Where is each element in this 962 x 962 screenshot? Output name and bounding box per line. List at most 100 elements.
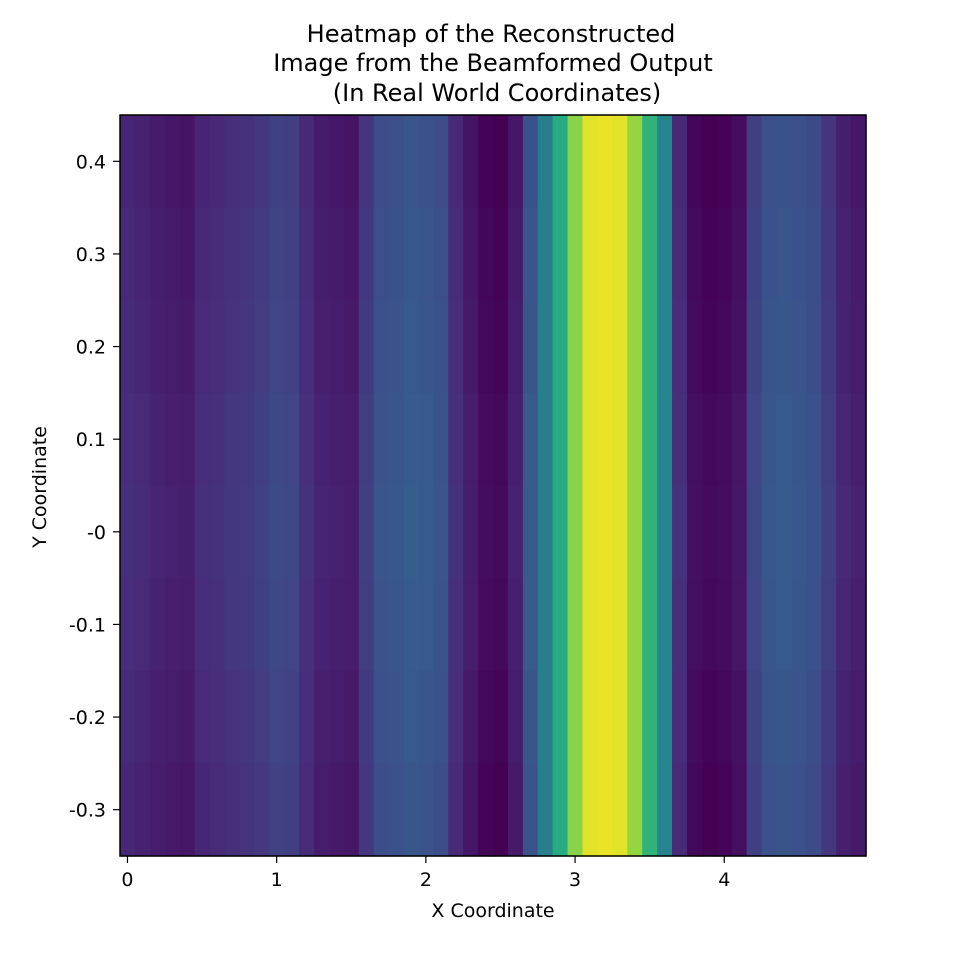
heatmap-cell — [731, 578, 748, 672]
heatmap-cell — [328, 207, 345, 301]
heatmap-cell — [791, 115, 807, 209]
heatmap-cell — [507, 763, 524, 857]
x-tick-label: 3 — [569, 869, 581, 891]
heatmap-cell — [791, 485, 807, 579]
heatmap-cell — [567, 115, 584, 209]
heatmap-cell — [343, 578, 360, 672]
heatmap-cell — [328, 115, 345, 209]
heatmap-cell — [836, 300, 852, 394]
heatmap-cell — [582, 300, 599, 394]
heatmap-cell — [507, 392, 524, 487]
heatmap-cell — [209, 392, 226, 487]
heatmap-cell — [701, 670, 718, 764]
heatmap-cell — [821, 763, 837, 857]
heatmap-cell — [761, 578, 778, 672]
heatmap-cell — [642, 578, 658, 672]
heatmap-cell — [851, 207, 867, 301]
heatmap-cell — [567, 392, 584, 487]
heatmap-cell — [552, 670, 569, 764]
heatmap-cell — [672, 207, 688, 301]
heatmap-cell — [507, 670, 524, 764]
heatmap-cell — [851, 763, 867, 857]
heatmap-cell — [239, 300, 255, 394]
heatmap-cell — [134, 763, 151, 857]
x-tick-label: 1 — [271, 869, 283, 891]
heatmap-cell — [269, 485, 285, 579]
heatmap-cell — [493, 763, 509, 857]
heatmap-cell — [567, 578, 584, 672]
heatmap-cell — [597, 300, 613, 394]
heatmap-cell — [284, 115, 300, 209]
heatmap-cell — [448, 670, 464, 764]
heatmap-cell — [373, 485, 390, 579]
heatmap-cell — [821, 115, 837, 209]
heatmap-cell — [672, 670, 688, 764]
x-axis-ticks: 0 1 2 3 4 — [121, 856, 730, 891]
heatmap-cell — [478, 578, 494, 672]
heatmap-cell — [701, 578, 718, 672]
heatmap-cell — [522, 485, 539, 579]
heatmap-cell — [448, 763, 464, 857]
heatmap-cell — [851, 578, 867, 672]
heatmap-cell — [701, 763, 718, 857]
heatmap-cell — [388, 207, 405, 301]
heatmap-cell — [522, 763, 539, 857]
heatmap-cell — [403, 763, 419, 857]
heatmap-cell — [194, 578, 211, 672]
heatmap-cell — [134, 207, 151, 301]
heatmap-cell — [552, 763, 569, 857]
heatmap-cell — [552, 300, 569, 394]
heatmap-cell — [612, 300, 628, 394]
heatmap-cell — [313, 207, 330, 301]
heatmap-cell — [686, 763, 703, 857]
heatmap-cell — [120, 115, 136, 209]
x-tick-label: 2 — [420, 869, 432, 891]
heatmap-cell — [239, 207, 255, 301]
heatmap-cell — [836, 578, 852, 672]
heatmap-cell — [612, 115, 628, 209]
heatmap-cell — [537, 763, 554, 857]
heatmap-cell — [328, 670, 345, 764]
heatmap-cell — [507, 115, 524, 209]
heatmap-cell — [194, 670, 211, 764]
heatmap-cell — [597, 115, 613, 209]
y-axis-ticks: 0.4 0.3 0.2 0.1 -0 -0.1 -0.2 -0.3 — [69, 151, 120, 822]
heatmap-cell — [478, 392, 494, 487]
heatmap-cell — [463, 392, 479, 487]
heatmap-cell — [507, 485, 524, 579]
heatmap-cell — [582, 207, 599, 301]
heatmap-cell — [328, 485, 345, 579]
heatmap-cell — [672, 115, 688, 209]
heatmap-cell — [731, 207, 748, 301]
heatmap-cell — [537, 485, 554, 579]
heatmap-cell — [776, 392, 792, 487]
heatmap-cell — [403, 207, 419, 301]
heatmap-cell — [851, 485, 867, 579]
y-tick-label: 0.2 — [76, 337, 106, 359]
heatmap-cell — [254, 115, 270, 209]
heatmap-cell — [627, 670, 643, 764]
heatmap-cell — [776, 763, 792, 857]
heatmap-cell — [657, 670, 673, 764]
heatmap-cell — [149, 207, 166, 301]
heatmap-cell — [120, 763, 136, 857]
heatmap-cell — [373, 670, 390, 764]
heatmap-cell — [791, 300, 807, 394]
heatmap-cell — [164, 578, 181, 672]
heatmap-cell — [373, 392, 390, 487]
heatmap-cell — [358, 670, 375, 764]
heatmap-cell — [448, 392, 464, 487]
heatmap-cell — [299, 763, 315, 857]
heatmap-cell — [149, 763, 166, 857]
heatmap-cell — [478, 485, 494, 579]
heatmap-cell — [701, 485, 718, 579]
heatmap-cell — [806, 485, 822, 579]
heatmap-cell — [284, 670, 300, 764]
heatmap-cell — [612, 485, 628, 579]
heatmap-cell — [254, 670, 270, 764]
heatmap-cell — [567, 670, 584, 764]
heatmap-cell — [522, 578, 539, 672]
heatmap-cell — [686, 115, 703, 209]
heatmap-cell — [776, 670, 792, 764]
heatmap-cell — [627, 578, 643, 672]
